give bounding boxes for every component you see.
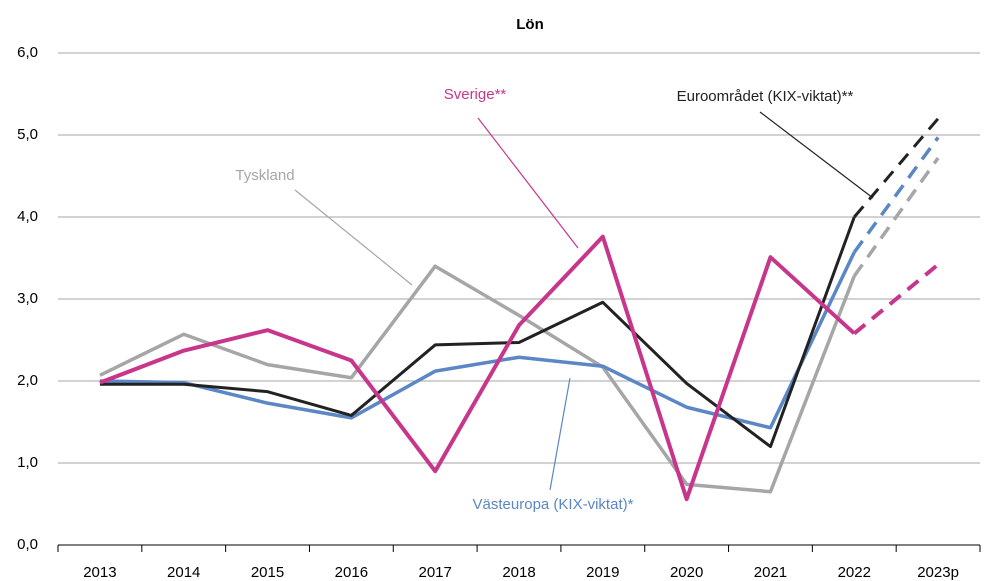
- y-tick-label: 0,0: [17, 536, 38, 553]
- leader-line: [477, 117, 579, 249]
- y-tick-label: 2,0: [17, 372, 38, 389]
- series-line: [99, 251, 856, 430]
- leader-lines: [294, 111, 874, 491]
- forecast-line: [852, 156, 940, 278]
- x-tick-label: 2022: [838, 564, 871, 581]
- x-tick-label: 2020: [670, 564, 703, 581]
- y-tick-label: 3,0: [17, 290, 38, 307]
- y-tick-label: 6,0: [17, 44, 38, 61]
- x-tick-label: 2017: [418, 564, 451, 581]
- leader-line: [759, 111, 874, 199]
- x-tick-label: 2013: [83, 564, 116, 581]
- leader-line: [549, 377, 571, 491]
- series-label: Västeuropa (KIX-viktat)*: [473, 496, 634, 513]
- series-line: [99, 216, 856, 449]
- series-label: Tyskland: [235, 167, 294, 184]
- forecast-line: [853, 263, 940, 335]
- series-label: Euroområdet (KIX-viktat)**: [677, 88, 854, 105]
- x-tick-label: 2021: [754, 564, 787, 581]
- y-tick-label: 4,0: [17, 208, 38, 225]
- leader-line: [294, 189, 413, 286]
- chart-title: Lön: [516, 16, 544, 33]
- forecast-line: [852, 136, 940, 254]
- y-tick-label: 1,0: [17, 454, 38, 471]
- series-label: Sverige**: [444, 86, 507, 103]
- forecast-line: [853, 117, 940, 218]
- x-tick-label: 2015: [251, 564, 284, 581]
- y-tick-label: 5,0: [17, 126, 38, 143]
- series-line: [99, 234, 856, 502]
- x-tick-label: 2018: [502, 564, 535, 581]
- x-tick-label: 2023p: [917, 564, 959, 581]
- x-tick-label: 2014: [167, 564, 200, 581]
- x-tick-label: 2019: [586, 564, 619, 581]
- series-line: [99, 264, 856, 494]
- x-tick-label: 2016: [335, 564, 368, 581]
